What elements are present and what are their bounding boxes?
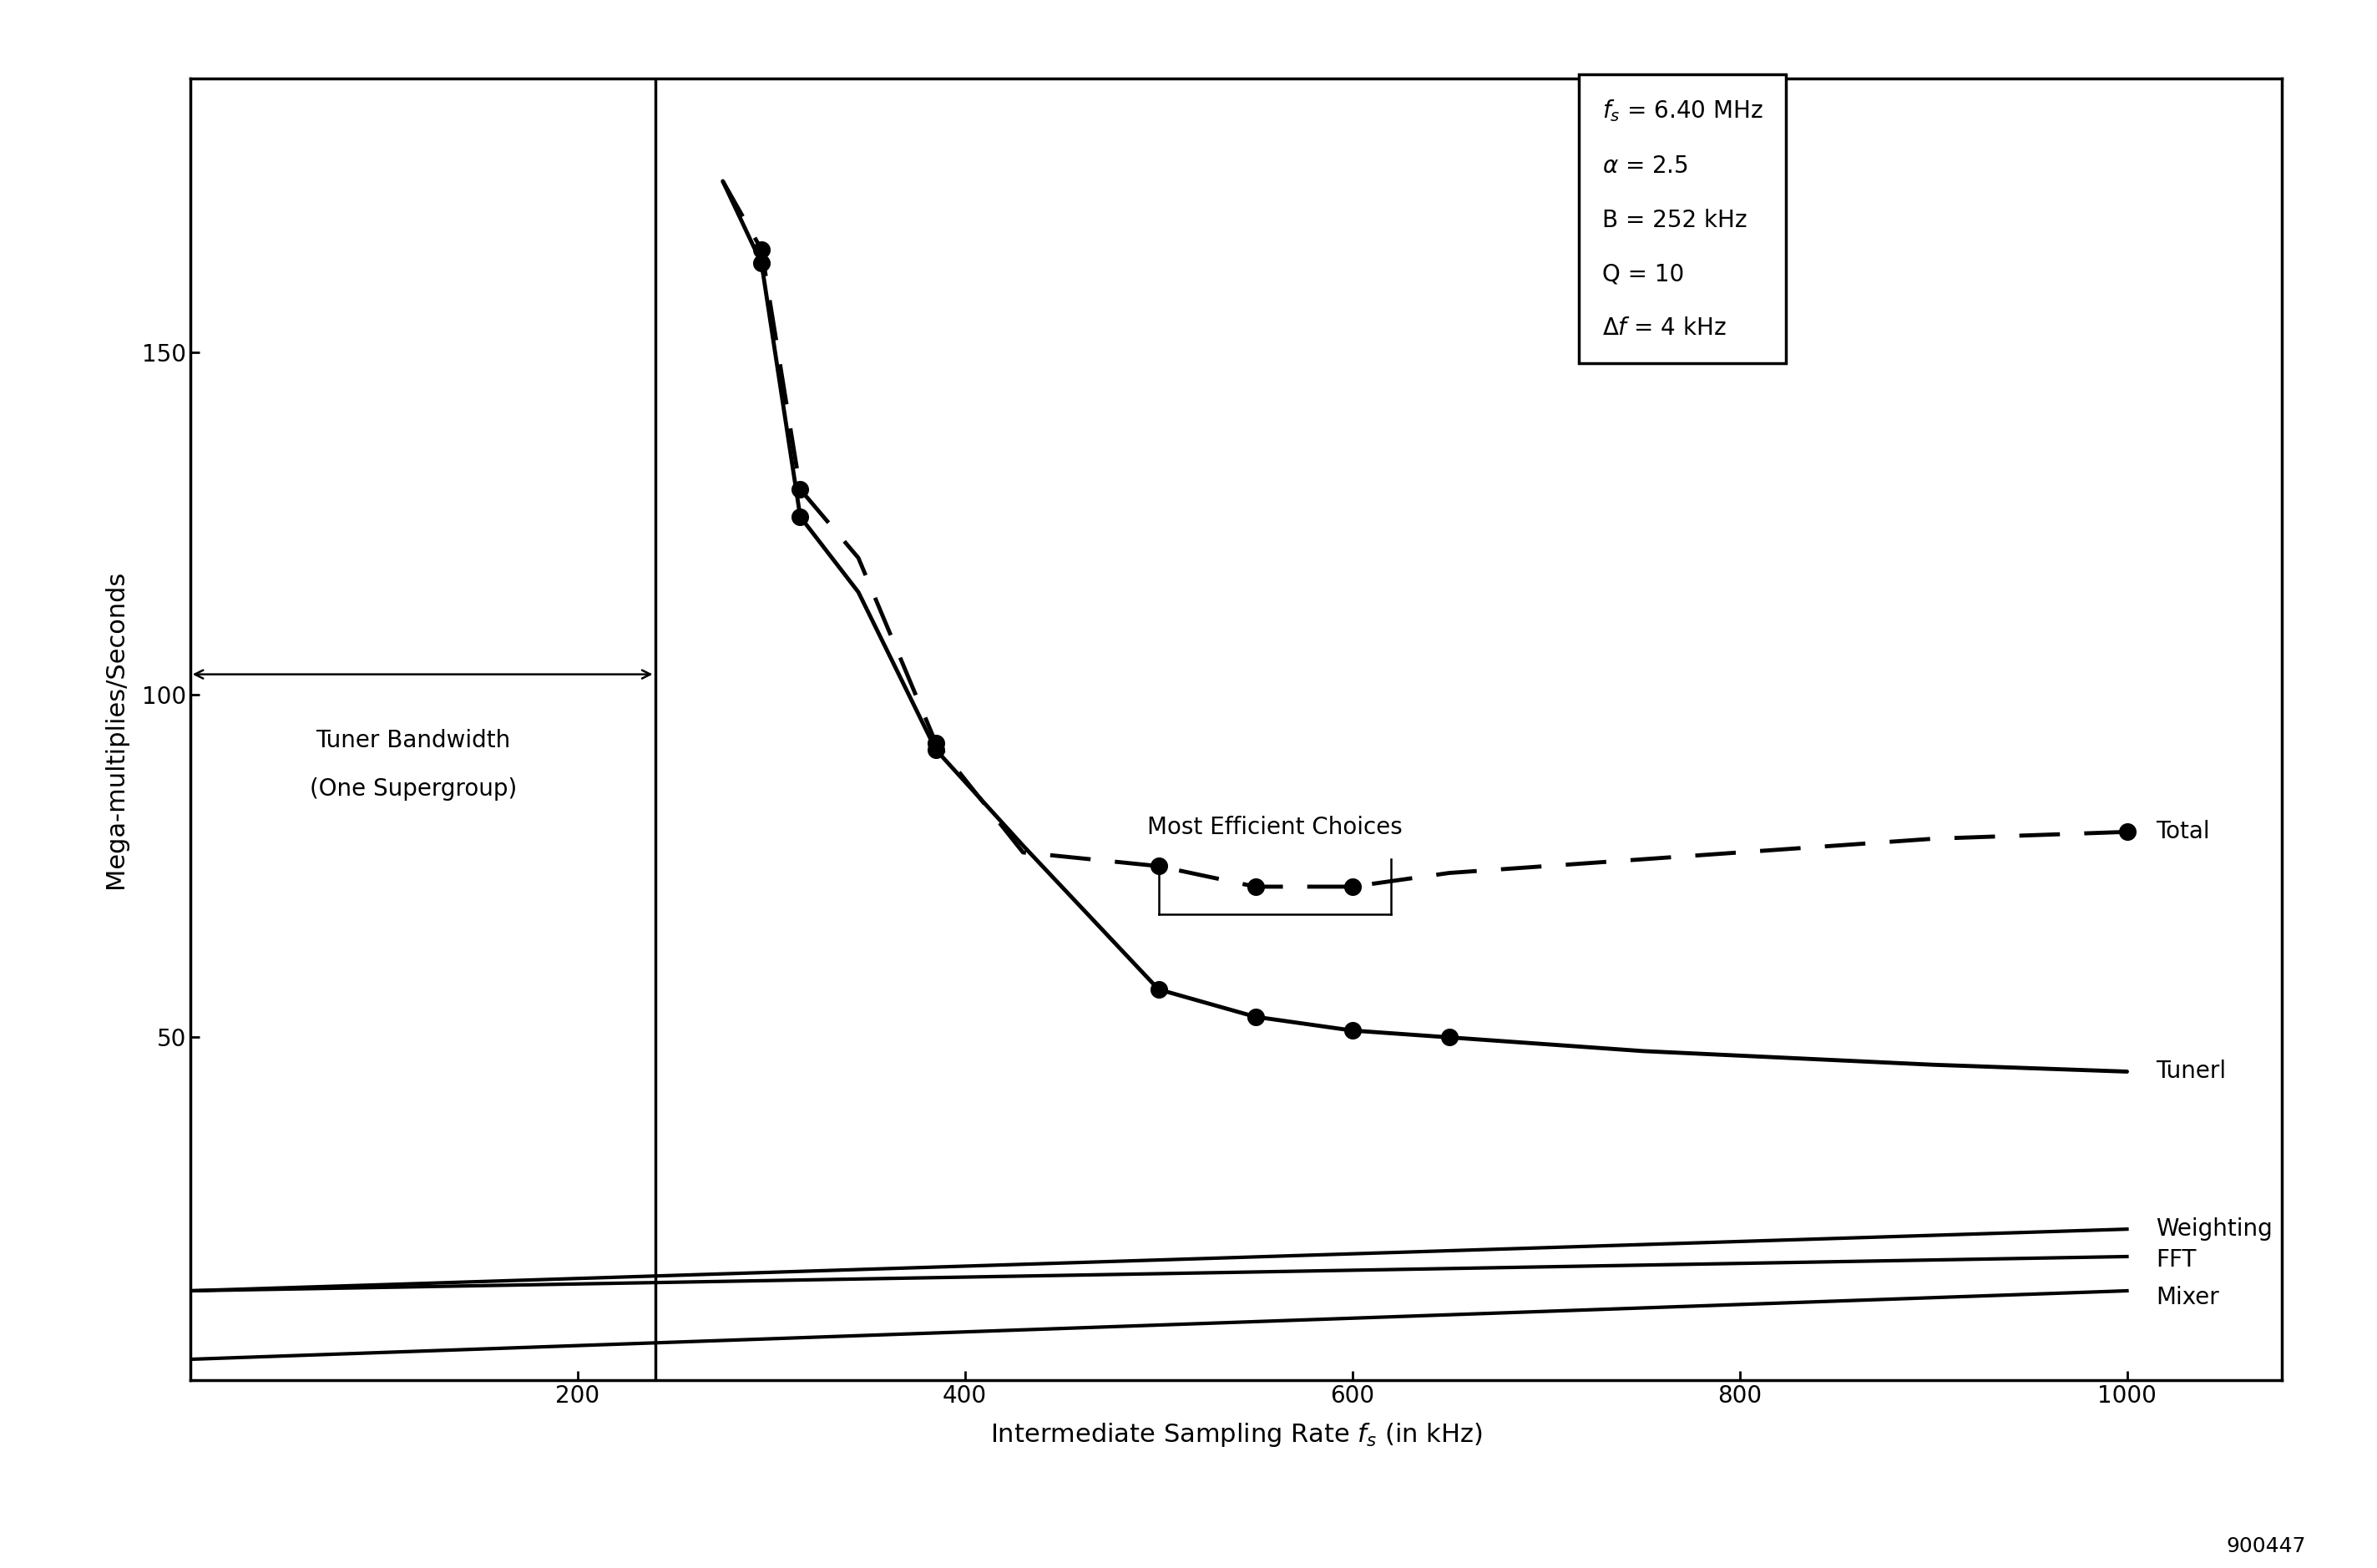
Point — [1236, 1004, 1274, 1029]
Text: Mixer: Mixer — [2156, 1286, 2220, 1309]
Text: Most Efficient Choices: Most Efficient Choices — [1148, 815, 1402, 839]
Text: FFT: FFT — [2156, 1248, 2196, 1272]
Point — [742, 237, 780, 262]
Text: 900447: 900447 — [2225, 1537, 2306, 1557]
Point — [1333, 873, 1372, 898]
Text: Weighting: Weighting — [2156, 1217, 2272, 1240]
X-axis label: Intermediate Sampling Rate $f_s$ (in kHz): Intermediate Sampling Rate $f_s$ (in kHz… — [989, 1421, 1483, 1449]
Y-axis label: Mega-multiplies/Seconds: Mega-multiplies/Seconds — [105, 569, 128, 889]
Point — [1139, 853, 1177, 878]
Text: $f_s$ = 6.40 MHz

$\alpha$ = 2.5

B = 252 kHz

Q = 10

$\Delta f$ = 4 kHz: $f_s$ = 6.40 MHz $\alpha$ = 2.5 B = 252 … — [1602, 97, 1764, 340]
Point — [1139, 977, 1177, 1002]
Text: Total: Total — [2156, 820, 2211, 844]
Point — [782, 477, 820, 502]
Point — [1333, 1018, 1372, 1043]
Point — [918, 731, 956, 756]
Text: Tunerl: Tunerl — [2156, 1060, 2227, 1083]
Point — [742, 251, 780, 276]
Point — [2108, 820, 2146, 845]
Point — [782, 505, 820, 530]
Text: (One Supergroup): (One Supergroup) — [309, 778, 516, 800]
Point — [1431, 1025, 1469, 1051]
Point — [1236, 873, 1274, 898]
Point — [918, 737, 956, 762]
Text: Tuner Bandwidth: Tuner Bandwidth — [316, 729, 511, 753]
